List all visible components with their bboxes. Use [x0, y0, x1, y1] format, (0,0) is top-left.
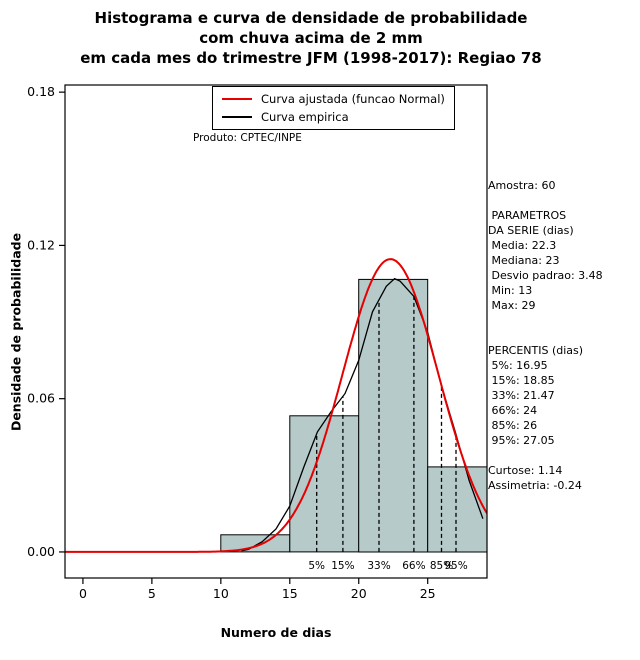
y-axis-title: Densidade de probabilidade	[8, 232, 24, 432]
svg-text:0.12: 0.12	[27, 237, 55, 252]
chart-legend: Curva ajustada (funcao Normal) Curva emp…	[212, 86, 455, 130]
svg-text:0.06: 0.06	[27, 391, 55, 406]
black-line-swatch	[222, 116, 252, 118]
svg-text:25: 25	[420, 586, 436, 601]
histogram-bars	[220, 278, 487, 553]
stat-percentil-15: 15%: 18.85	[488, 374, 555, 387]
x-axis: 0 5 10 15 20 25	[79, 578, 436, 601]
normal-curve	[65, 258, 487, 553]
chart-title-line-1: Histograma e curva de densidade de proba…	[94, 9, 528, 27]
stat-serie-header: DA SERIE (dias)	[488, 224, 574, 237]
stat-percentil-5: 5%: 16.95	[488, 359, 548, 372]
stat-percentis-header: PERCENTIS (dias)	[488, 344, 584, 357]
red-line-swatch	[222, 98, 252, 100]
percentile-lines	[316, 296, 457, 552]
stat-curtose: Curtose: 1.14	[488, 464, 563, 477]
x-axis-title: Numero de dias	[220, 625, 332, 640]
stat-min: Min: 13	[488, 284, 533, 297]
stat-percentil-85: 85%: 26	[488, 419, 538, 432]
stat-assimetria: Assimetria: -0.24	[488, 479, 582, 492]
stat-mediana: Mediana: 23	[488, 254, 560, 267]
svg-text:5: 5	[148, 586, 156, 601]
svg-text:15%: 15%	[331, 560, 354, 572]
chart-title-line-3: em cada mes do trimestre JFM (1998-2017)…	[80, 49, 542, 67]
stat-percentil-66: 66%: 24	[488, 404, 538, 417]
svg-text:33%: 33%	[367, 560, 390, 572]
svg-text:0.18: 0.18	[27, 84, 55, 99]
legend-label-empirical: Curva empirica	[261, 110, 349, 124]
stat-parametros-header: PARAMETROS	[488, 209, 567, 222]
legend-label-normal: Curva ajustada (funcao Normal)	[261, 92, 445, 106]
svg-text:85%: 85%	[430, 560, 453, 572]
stat-desvio-padrao: Desvio padrao: 3.48	[488, 269, 603, 282]
plot-box	[64, 84, 488, 579]
svg-text:10: 10	[213, 586, 229, 601]
stat-spacer	[488, 193, 638, 208]
percentile-labels: 5% 15% 33% 66% 85%95%	[308, 560, 467, 572]
stat-spacer	[488, 448, 638, 463]
svg-text:95%: 95%	[444, 560, 467, 572]
chart-title-line-2: com chuva acima de 2 mm	[199, 29, 423, 47]
svg-text:0: 0	[79, 586, 87, 601]
svg-text:5%: 5%	[308, 560, 325, 572]
stat-media: Media: 22.3	[488, 239, 557, 252]
stat-sample-size: Amostra: 60	[488, 179, 556, 192]
stat-spacer	[488, 328, 638, 343]
stat-spacer	[488, 313, 638, 328]
svg-text:20: 20	[351, 586, 367, 601]
stat-percentil-95: 95%: 27.05	[488, 434, 555, 447]
chart-title: Histograma e curva de densidade de proba…	[0, 8, 622, 68]
legend-item-normal: Curva ajustada (funcao Normal)	[222, 92, 445, 106]
stats-panel: Amostra: 60 PARAMETROS DA SERIE (dias) M…	[488, 178, 638, 493]
product-note: Produto: CPTEC/INPE	[193, 132, 302, 144]
stat-max: Max: 29	[488, 299, 536, 312]
y-axis: 0.00 0.06 0.12 0.18	[27, 84, 65, 559]
svg-text:0.00: 0.00	[27, 544, 55, 559]
svg-text:15: 15	[282, 586, 298, 601]
stat-percentil-33: 33%: 21.47	[488, 389, 555, 402]
svg-text:66%: 66%	[402, 560, 425, 572]
legend-item-empirical: Curva empirica	[222, 110, 445, 124]
